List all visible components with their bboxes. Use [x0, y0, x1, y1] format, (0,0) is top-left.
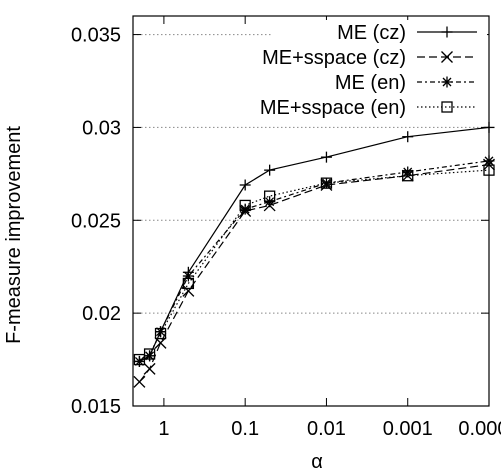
series-4 — [133, 164, 495, 366]
series-line — [139, 126, 490, 362]
data-point-plus — [441, 26, 453, 38]
series-line — [139, 169, 490, 361]
x-tick-label: 0.001 — [383, 418, 433, 440]
data-point-square — [239, 199, 251, 212]
legend-label: ME (en) — [335, 72, 406, 94]
x-tick-label: 0.0001 — [458, 418, 501, 440]
y-tick-label: 0.02 — [82, 303, 121, 325]
data-point-square — [182, 277, 195, 290]
data-point-star — [239, 203, 251, 215]
data-point-star — [402, 166, 414, 178]
marker-stroke — [182, 284, 195, 297]
data-point-square — [320, 177, 333, 189]
y-tick-label: 0.015 — [71, 396, 121, 418]
x-axis-label: α — [311, 451, 323, 473]
y-tick-label: 0.025 — [71, 210, 121, 232]
data-point-square — [441, 101, 453, 113]
axis-ticks: 0.015 0.02 0.025 0.03 0.035 1 0.1 0.01 0.001 0.00… — [71, 16, 501, 440]
data-point-star — [155, 326, 167, 338]
data-point-star — [182, 270, 194, 282]
data-point-plus — [402, 131, 414, 143]
x-tick-label: 1 — [158, 418, 169, 440]
legend: ME (cz) ME+sspace (cz) ME (en) ME+sspace (e… — [260, 20, 487, 119]
marker-stroke — [240, 204, 250, 214]
series-3 — [133, 155, 495, 367]
marker-stroke — [441, 51, 453, 63]
marker-stroke — [133, 375, 146, 388]
marker-stroke — [143, 362, 156, 375]
data-point-star — [441, 76, 453, 88]
x-tick-label: 0.1 — [231, 418, 259, 440]
data-point-x — [182, 284, 195, 297]
legend-background — [271, 45, 487, 69]
data-point-square — [402, 170, 414, 182]
y-tick-label: 0.03 — [82, 117, 121, 139]
legend-label: ME+sspace (cz) — [262, 47, 406, 69]
data-point-x — [143, 362, 156, 375]
data-point-plus — [264, 164, 276, 176]
marker-stroke — [442, 77, 452, 87]
legend-background — [271, 95, 487, 119]
data-point-star — [144, 350, 156, 362]
x-tick-label: 0.01 — [307, 418, 346, 440]
data-point-plus — [239, 179, 251, 191]
series-line — [139, 160, 490, 362]
data-point-x — [441, 51, 453, 63]
data-point-plus — [320, 151, 332, 163]
series-line — [138, 164, 490, 383]
plot-frame — [132, 15, 490, 407]
series-1 — [133, 121, 495, 367]
y-tick-label: 0.035 — [71, 25, 121, 47]
series-layer — [133, 121, 495, 388]
legend-label: ME+sspace (en) — [260, 97, 406, 119]
data-point-x — [133, 375, 146, 388]
data-point-square — [263, 190, 276, 202]
legend-label: ME (cz) — [337, 22, 406, 44]
y-axis-label: F-measure improvement — [3, 126, 25, 344]
data-point-square — [154, 327, 167, 340]
data-point-square — [143, 348, 156, 360]
marker-stroke — [403, 167, 413, 177]
